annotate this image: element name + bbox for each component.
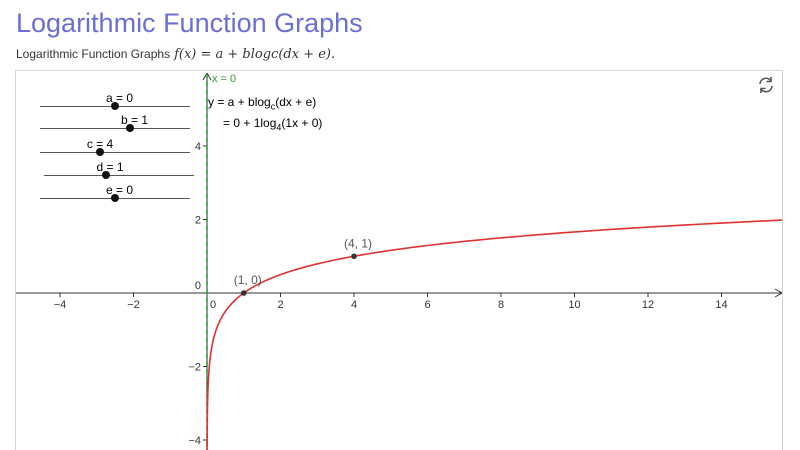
slider-d-label: d = 1 [96, 160, 124, 174]
y-tick-label: 0 [195, 280, 201, 292]
refresh-button[interactable] [756, 75, 776, 95]
slider-e-label: e = 0 [105, 183, 134, 197]
page-subtitle: Logarithmic Function Graphs f(x) = a + bl… [16, 47, 335, 62]
x-axis-arrow [774, 288, 782, 298]
subtitle-formula: f(x) = a + blogc(dx + e). [174, 47, 336, 62]
data-point[interactable] [351, 253, 357, 260]
equation-current-base: 4 [276, 122, 282, 133]
slider-d-track[interactable] [44, 175, 194, 176]
slider-c-thumb[interactable] [96, 148, 104, 156]
x-tick-label: 0 [210, 299, 216, 311]
slider-c[interactable]: c = 4 [40, 137, 190, 161]
x-tick-label: 6 [424, 299, 430, 311]
x-tick-label: 14 [715, 299, 727, 311]
slider-c-track[interactable] [40, 152, 190, 153]
slider-e-thumb[interactable] [111, 194, 119, 202]
x-tick-label: 8 [498, 299, 504, 311]
equation-general: y = a + blogc(dx + e) [208, 95, 316, 111]
curve-series [206, 219, 782, 450]
slider-b[interactable]: b = 1 [40, 113, 190, 137]
slider-d[interactable]: d = 1 [44, 160, 194, 184]
equation-current-prefix: = 0 + 1log [223, 116, 277, 130]
slider-c-label: c = 4 [86, 137, 114, 151]
slider-a-thumb[interactable] [111, 102, 119, 110]
x-tick-label: 12 [642, 299, 654, 311]
equation-general-prefix: y = a + blog [208, 95, 271, 109]
equation-current: = 0 + 1log4(1x + 0) [223, 116, 322, 132]
slider-b-track[interactable] [40, 128, 190, 129]
point-label: (4, 1) [344, 236, 372, 250]
y-tick-label: 4 [195, 141, 201, 153]
x-tick-label: 2 [277, 299, 283, 311]
x-tick-label: −2 [127, 299, 140, 311]
slider-a-label: a = 0 [105, 91, 134, 105]
x-tick-label: −4 [54, 299, 67, 311]
slider-d-thumb[interactable] [101, 171, 110, 179]
x-tick-label: 4 [351, 299, 357, 311]
slider-b-label: b = 1 [120, 113, 149, 127]
y-tick-label: −4 [188, 435, 201, 447]
equation-general-base: c [270, 101, 276, 112]
asymptote-label: x = 0 [212, 73, 236, 85]
x-tick-label: 10 [568, 299, 580, 311]
y-tick-label: −2 [188, 362, 201, 374]
point-label: (1, 0) [234, 273, 262, 287]
refresh-icon [759, 77, 773, 93]
graph-applet[interactable]: −4 −2 0 2 4 6 8 10 12 14 −4 −2 0 2 4 x = 0 (1, 0) (4, 1) … [15, 70, 783, 450]
slider-e[interactable]: e = 0 [40, 183, 190, 207]
page-title: Logarithmic Function Graphs [16, 8, 363, 38]
y-tick-label: 2 [195, 215, 201, 227]
data-point[interactable] [240, 290, 247, 296]
slider-b-thumb[interactable] [126, 124, 134, 132]
graph-canvas[interactable]: −4 −2 0 2 4 6 8 10 12 14 −4 −2 0 2 4 x = 0 (1, 0) (4, 1) [16, 71, 783, 450]
subtitle-text: Logarithmic Function Graphs [16, 47, 171, 61]
equation-general-suffix: (dx + e) [275, 95, 317, 109]
equation-current-suffix: (1x + 0) [281, 116, 323, 130]
slider-a[interactable]: a = 0 [40, 91, 190, 115]
